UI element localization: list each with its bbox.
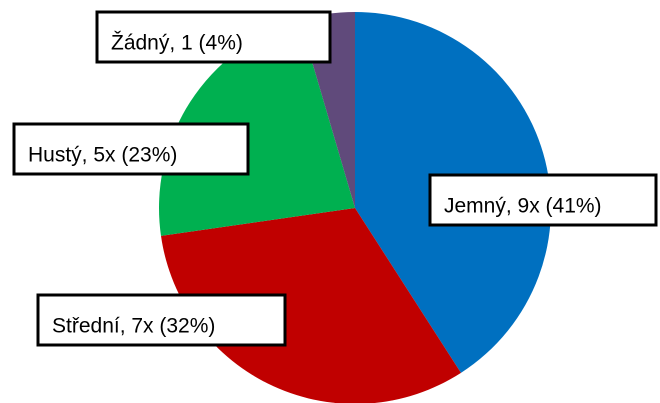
pie-slice (160, 208, 461, 403)
label-box (428, 173, 658, 227)
data-label: Jemný, 9x (41%) (444, 195, 602, 218)
pie-slice (159, 19, 355, 236)
label-box (36, 293, 287, 347)
data-label: Hustý, 5x (23%) (28, 144, 177, 167)
data-label: Střední, 7x (32%) (52, 315, 215, 338)
label-box (12, 122, 250, 176)
data-label: Žádný, 1 (4%) (111, 32, 243, 55)
label-box (95, 10, 332, 64)
